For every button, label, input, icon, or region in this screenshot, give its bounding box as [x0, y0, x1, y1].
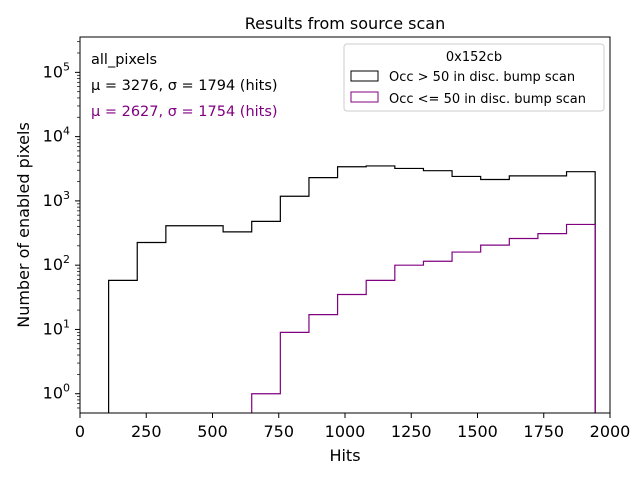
legend: 0x152cb Occ > 50 in disc. bump scan Occ …	[343, 43, 605, 112]
series-occ-le-50-step	[251, 223, 596, 413]
legend-box	[343, 43, 605, 112]
x-tick-label: 2000	[590, 422, 631, 441]
x-tick-label: 500	[197, 422, 228, 441]
annotation-occ-gt-50-stats: μ = 3276, σ = 1794 (hits)	[91, 78, 278, 94]
y-tick-label: 101	[43, 317, 70, 338]
legend-title: 0x152cb	[446, 50, 502, 65]
legend-label-occ-gt-50: Occ > 50 in disc. bump scan	[389, 70, 575, 85]
x-tick-label: 1750	[523, 422, 564, 441]
legend-swatch-occ-le-50	[350, 91, 379, 103]
y-axis-label: Number of enabled pixels	[14, 122, 33, 328]
x-tick-label: 1000	[325, 422, 366, 441]
chart-title: Results from source scan	[245, 14, 445, 33]
x-tick-label: 750	[263, 422, 294, 441]
y-tick-label: 102	[43, 253, 70, 274]
annotation-occ-le-50-stats: μ = 2627, σ = 1754 (hits)	[91, 104, 278, 120]
y-tick-label: 103	[43, 189, 70, 210]
x-tick-label: 1250	[391, 422, 432, 441]
y-tick-label: 100	[43, 382, 70, 403]
x-tick-label: 0	[75, 422, 85, 441]
series-occ-gt-50-step	[108, 165, 596, 413]
legend-swatch-occ-gt-50	[350, 70, 379, 82]
x-tick-label: 250	[131, 422, 162, 441]
legend-label-occ-le-50: Occ <= 50 in disc. bump scan	[389, 92, 586, 107]
y-tick-label: 104	[43, 125, 70, 146]
annotation-dataset-label: all_pixels	[91, 52, 157, 68]
plot-frame	[79, 36, 611, 414]
x-axis: 0 250 500 750 1000 1250 1500 1750 2000	[75, 413, 630, 441]
y-tick-label: 105	[43, 60, 70, 81]
x-tick-label: 1500	[457, 422, 498, 441]
y-axis: 100 101 102 103 104 105	[43, 41, 80, 409]
x-axis-label: Hits	[329, 446, 360, 465]
